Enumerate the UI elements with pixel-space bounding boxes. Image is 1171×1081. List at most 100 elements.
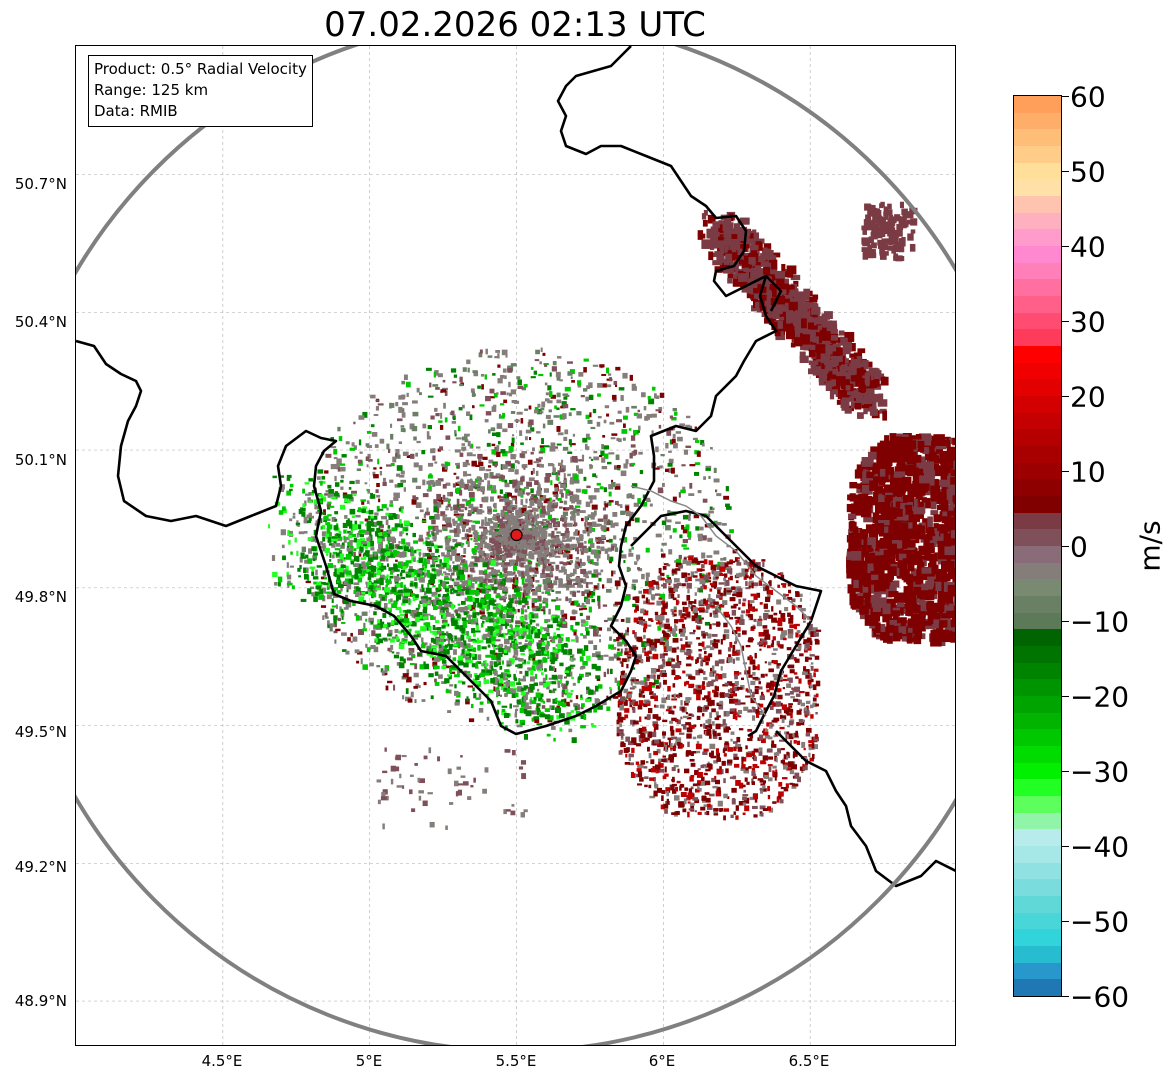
velocity-echo <box>399 563 406 569</box>
velocity-echo <box>535 551 540 555</box>
velocity-echo <box>551 504 558 509</box>
velocity-echo <box>464 433 470 437</box>
velocity-echo <box>533 461 540 464</box>
velocity-echo <box>427 572 432 578</box>
velocity-echo <box>631 583 636 590</box>
velocity-echo <box>771 606 774 612</box>
velocity-echo <box>517 518 524 525</box>
velocity-echo <box>430 615 434 620</box>
velocity-echo <box>550 548 555 554</box>
velocity-echo <box>720 557 727 561</box>
velocity-echo <box>413 609 420 613</box>
velocity-echo <box>529 699 532 705</box>
velocity-echo <box>497 515 501 521</box>
velocity-echo <box>540 347 543 352</box>
velocity-echo <box>664 516 668 522</box>
velocity-echo <box>440 645 447 651</box>
velocity-echo <box>483 670 490 676</box>
velocity-echo <box>446 655 452 659</box>
velocity-echo <box>628 428 632 431</box>
velocity-echo <box>381 596 385 601</box>
velocity-echo <box>532 497 539 501</box>
velocity-echo <box>445 435 451 440</box>
velocity-echo <box>556 443 562 446</box>
velocity-echo <box>405 688 409 695</box>
velocity-echo <box>576 590 581 593</box>
velocity-echo <box>583 634 587 639</box>
velocity-echo <box>534 514 538 521</box>
radar-map[interactable] <box>75 45 956 1046</box>
velocity-echo <box>455 543 461 547</box>
velocity-echo <box>704 797 711 803</box>
velocity-echo <box>503 580 506 586</box>
velocity-echo <box>466 671 471 674</box>
velocity-echo <box>427 474 433 479</box>
velocity-echo <box>482 604 487 609</box>
velocity-echo <box>754 765 760 769</box>
velocity-echo <box>597 518 604 522</box>
velocity-echo <box>388 529 392 534</box>
velocity-echo <box>598 550 602 555</box>
velocity-echo <box>515 560 519 566</box>
velocity-echo <box>370 424 375 428</box>
velocity-echo <box>418 604 421 610</box>
velocity-echo <box>297 524 300 527</box>
velocity-echo <box>394 591 399 596</box>
velocity-echo <box>512 608 516 612</box>
velocity-echo <box>399 551 406 558</box>
velocity-echo <box>796 722 801 726</box>
velocity-echo <box>618 387 625 391</box>
velocity-echo <box>329 625 333 632</box>
velocity-echo <box>427 583 430 589</box>
velocity-echo <box>608 686 612 690</box>
velocity-echo <box>361 499 365 505</box>
velocity-echo <box>682 514 689 520</box>
velocity-echo <box>472 548 476 554</box>
velocity-echo <box>675 521 681 524</box>
velocity-echo <box>489 537 494 544</box>
velocity-echo <box>475 681 480 685</box>
velocity-echo <box>493 670 498 676</box>
velocity-echo <box>504 553 509 558</box>
velocity-echo <box>596 556 599 562</box>
velocity-echo <box>440 635 445 639</box>
velocity-echo <box>384 551 391 556</box>
velocity-echo <box>603 453 609 459</box>
velocity-echo <box>549 705 553 709</box>
velocity-echo <box>397 545 403 550</box>
velocity-echo <box>564 719 570 725</box>
velocity-echo <box>486 484 493 491</box>
velocity-echo <box>438 674 443 679</box>
velocity-echo <box>503 567 508 574</box>
velocity-echo <box>595 654 601 658</box>
velocity-echo <box>484 582 488 587</box>
velocity-echo <box>441 595 447 601</box>
velocity-echo <box>569 578 576 581</box>
velocity-echo <box>522 623 525 630</box>
map-canvas[interactable] <box>76 46 956 1046</box>
velocity-echo <box>408 630 411 634</box>
velocity-echo <box>462 619 467 623</box>
velocity-echo <box>650 682 656 686</box>
velocity-echo <box>575 695 579 700</box>
velocity-echo <box>600 569 604 573</box>
velocity-echo <box>342 522 348 529</box>
velocity-echo <box>360 573 366 576</box>
velocity-echo <box>395 577 401 581</box>
velocity-echo <box>734 616 741 619</box>
velocity-echo <box>699 787 702 792</box>
velocity-echo <box>633 449 638 455</box>
velocity-echo <box>474 556 480 563</box>
velocity-echo <box>467 577 473 582</box>
velocity-echo <box>431 560 436 567</box>
velocity-echo <box>579 537 584 542</box>
velocity-echo <box>379 618 383 624</box>
velocity-echo <box>418 465 423 471</box>
velocity-echo <box>501 711 507 716</box>
velocity-echo <box>399 519 402 524</box>
velocity-echo <box>492 514 499 517</box>
velocity-echo <box>478 693 482 700</box>
velocity-echo <box>803 639 808 644</box>
velocity-echo <box>592 473 597 478</box>
velocity-echo <box>725 486 729 492</box>
